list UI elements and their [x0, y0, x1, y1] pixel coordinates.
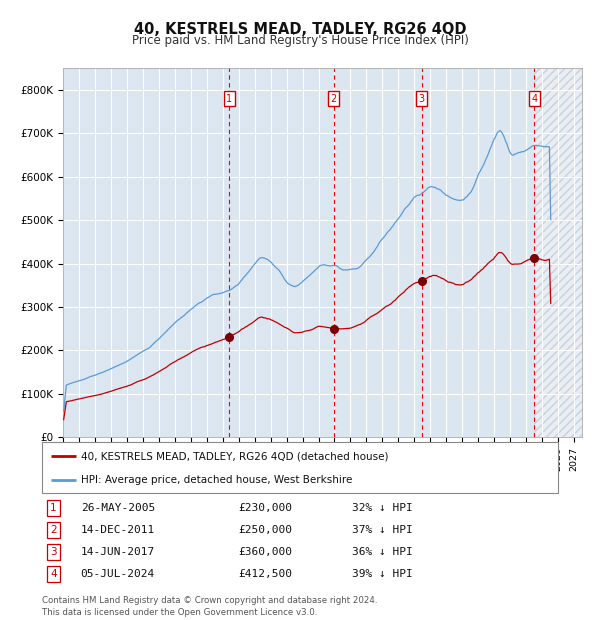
Text: 40, KESTRELS MEAD, TADLEY, RG26 4QD: 40, KESTRELS MEAD, TADLEY, RG26 4QD	[134, 22, 466, 37]
Text: 1: 1	[50, 503, 56, 513]
Text: 37% ↓ HPI: 37% ↓ HPI	[352, 525, 412, 535]
Text: £360,000: £360,000	[238, 547, 292, 557]
Bar	[534, 68, 582, 437]
Text: £230,000: £230,000	[238, 503, 292, 513]
Text: 40, KESTRELS MEAD, TADLEY, RG26 4QD (detached house): 40, KESTRELS MEAD, TADLEY, RG26 4QD (det…	[80, 451, 388, 461]
Text: £250,000: £250,000	[238, 525, 292, 535]
Text: This data is licensed under the Open Government Licence v3.0.: This data is licensed under the Open Gov…	[42, 608, 317, 617]
Text: 36% ↓ HPI: 36% ↓ HPI	[352, 547, 412, 557]
Text: 4: 4	[531, 94, 538, 104]
Text: Contains HM Land Registry data © Crown copyright and database right 2024.: Contains HM Land Registry data © Crown c…	[42, 596, 377, 606]
Text: HPI: Average price, detached house, West Berkshire: HPI: Average price, detached house, West…	[80, 475, 352, 485]
Text: 39% ↓ HPI: 39% ↓ HPI	[352, 569, 412, 579]
Text: 05-JUL-2024: 05-JUL-2024	[80, 569, 155, 579]
Text: 14-DEC-2011: 14-DEC-2011	[80, 525, 155, 535]
Text: 2: 2	[50, 525, 56, 535]
Text: 4: 4	[50, 569, 56, 579]
Text: 1: 1	[226, 94, 232, 104]
Text: 3: 3	[50, 547, 56, 557]
Text: 26-MAY-2005: 26-MAY-2005	[80, 503, 155, 513]
Text: £412,500: £412,500	[238, 569, 292, 579]
Text: Price paid vs. HM Land Registry's House Price Index (HPI): Price paid vs. HM Land Registry's House …	[131, 34, 469, 47]
Text: 14-JUN-2017: 14-JUN-2017	[80, 547, 155, 557]
Text: 3: 3	[418, 94, 425, 104]
Bar	[534, 68, 582, 437]
FancyBboxPatch shape	[42, 442, 558, 493]
Text: 32% ↓ HPI: 32% ↓ HPI	[352, 503, 412, 513]
Text: 2: 2	[331, 94, 337, 104]
